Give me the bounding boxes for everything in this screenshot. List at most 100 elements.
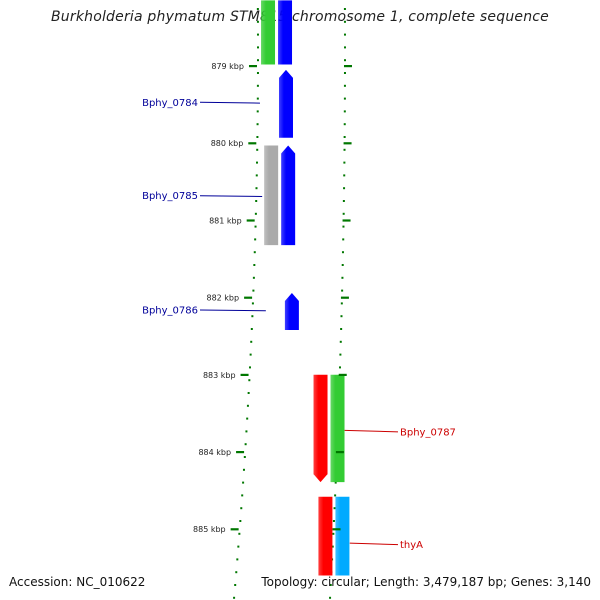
track-dot-left (256, 72, 259, 74)
gene-feature-g-red-1[interactable] (313, 374, 328, 483)
track-dot-left (236, 558, 239, 561)
track-dot-left (240, 507, 243, 510)
major-tick-left (248, 142, 257, 145)
track-dot-right (343, 110, 346, 113)
label-leader (199, 195, 263, 197)
track-dot-left (255, 187, 258, 190)
topology-summary: Topology: circular; Length: 3,479,187 bp… (261, 575, 591, 589)
track-dot-right (340, 302, 343, 305)
track-dot-left (237, 545, 240, 548)
track-dot-right (339, 353, 342, 356)
track-dot-right (340, 315, 343, 318)
major-tick-right (343, 65, 352, 68)
track-dot-right (341, 276, 344, 279)
track-dot-right (343, 123, 346, 126)
track-dot-left (254, 238, 257, 241)
track-dot-right (343, 136, 346, 138)
track-dot-left (241, 494, 244, 497)
gene-feature-g-top-blue[interactable] (278, 0, 293, 65)
gene-label-Bphy_0787[interactable]: Bphy_0787 (400, 427, 456, 438)
track-dot-right (341, 264, 344, 266)
tick-label: 885 kbp (193, 525, 226, 534)
track-dot-right (342, 225, 345, 228)
track-dot-left (256, 97, 259, 100)
major-tick-right (343, 142, 352, 145)
major-tick-right (342, 219, 351, 222)
major-tick-right (335, 451, 344, 454)
track-dot-right (343, 20, 346, 23)
track-dot-left (256, 46, 259, 49)
track-dot-right (343, 161, 346, 164)
track-dot-right (343, 33, 346, 36)
tick-label: 883 kbp (203, 371, 236, 380)
track-dot-left (252, 276, 255, 279)
gene-label-Bphy_0784[interactable]: Bphy_0784 (142, 98, 198, 109)
track-dot-left (254, 225, 257, 228)
major-tick-right (338, 373, 347, 376)
track-dot-right (332, 520, 335, 522)
gene-feature-g-grey[interactable] (264, 145, 279, 246)
label-leader (344, 429, 399, 433)
track-dot-right (343, 59, 346, 62)
label-leader (199, 101, 260, 104)
track-dot-left (255, 200, 258, 202)
track-dot-left (251, 302, 254, 305)
track-dot-right (331, 545, 334, 548)
track-dot-left (242, 468, 245, 471)
major-tick-right (332, 528, 341, 531)
gene-labels: Bphy_0784 Bphy_0785 Bphy_0786 Bphy_0787 thyA (142, 98, 456, 551)
gene-feature-g-top-green[interactable] (261, 0, 276, 65)
major-tick-left (230, 528, 239, 531)
track-dot-left (243, 456, 246, 458)
gene-feature-Bphy_0785[interactable] (281, 145, 296, 246)
track-dot-left (256, 110, 259, 113)
gene-feature-thyA[interactable] (335, 496, 350, 576)
track-dot-left (253, 251, 256, 254)
track-dot-left (244, 443, 247, 446)
track-dot-left (246, 417, 249, 420)
ruler-ticks: 879 kbp 880 kbp 881 kbp 882 kbp 883 kbp 884 k… (193, 62, 352, 534)
track-dot-left (248, 379, 251, 382)
track-dot-left (256, 84, 259, 87)
track-dot-left (254, 212, 257, 215)
track-dot-right (342, 200, 345, 202)
track-dot-left (239, 520, 242, 522)
gene-feature-Bphy_0786[interactable] (284, 292, 299, 331)
track-dot-right (340, 328, 343, 330)
track-dot-left (249, 353, 252, 356)
gene-feature-g-red-2[interactable] (318, 496, 333, 576)
major-tick-left (246, 219, 255, 222)
tick-label: 881 kbp (209, 216, 242, 225)
track-dot-left (256, 161, 259, 164)
major-tick-right (340, 296, 349, 299)
track-dot-left (242, 481, 245, 484)
track-dot-right (339, 340, 342, 343)
track-dot-left (255, 174, 258, 177)
track-dot-left (256, 136, 259, 138)
track-dot-right (334, 494, 337, 497)
gene-feature-Bphy_0784[interactable] (278, 69, 293, 138)
track-dot-right (343, 148, 346, 151)
major-tick-left (244, 296, 253, 299)
gene-label-Bphy_0785[interactable]: Bphy_0785 (142, 191, 198, 202)
track-dot-left (233, 596, 236, 599)
track-dot-right (333, 507, 336, 510)
track-dot-left (256, 123, 259, 126)
track-dot-left (256, 148, 259, 151)
track-dot-right (343, 174, 346, 177)
gene-feature-Bphy_0787[interactable] (330, 374, 345, 483)
track-dot-right (343, 84, 346, 87)
major-tick-left (240, 373, 249, 376)
tick-label: 882 kbp (206, 294, 239, 303)
track-dot-left (238, 532, 241, 535)
gene-label-Bphy_0786[interactable]: Bphy_0786 (142, 305, 198, 316)
track-dot-left (250, 340, 253, 343)
track-dot-left (253, 264, 256, 266)
track-dot-left (235, 571, 238, 574)
track-dot-right (343, 187, 346, 190)
map-title: Burkholderia phymatum STM815 chromosome … (50, 9, 549, 25)
gene-label-thyA[interactable]: thyA (400, 540, 423, 551)
track-dot-left (247, 392, 250, 394)
track-dot-left (252, 289, 255, 292)
